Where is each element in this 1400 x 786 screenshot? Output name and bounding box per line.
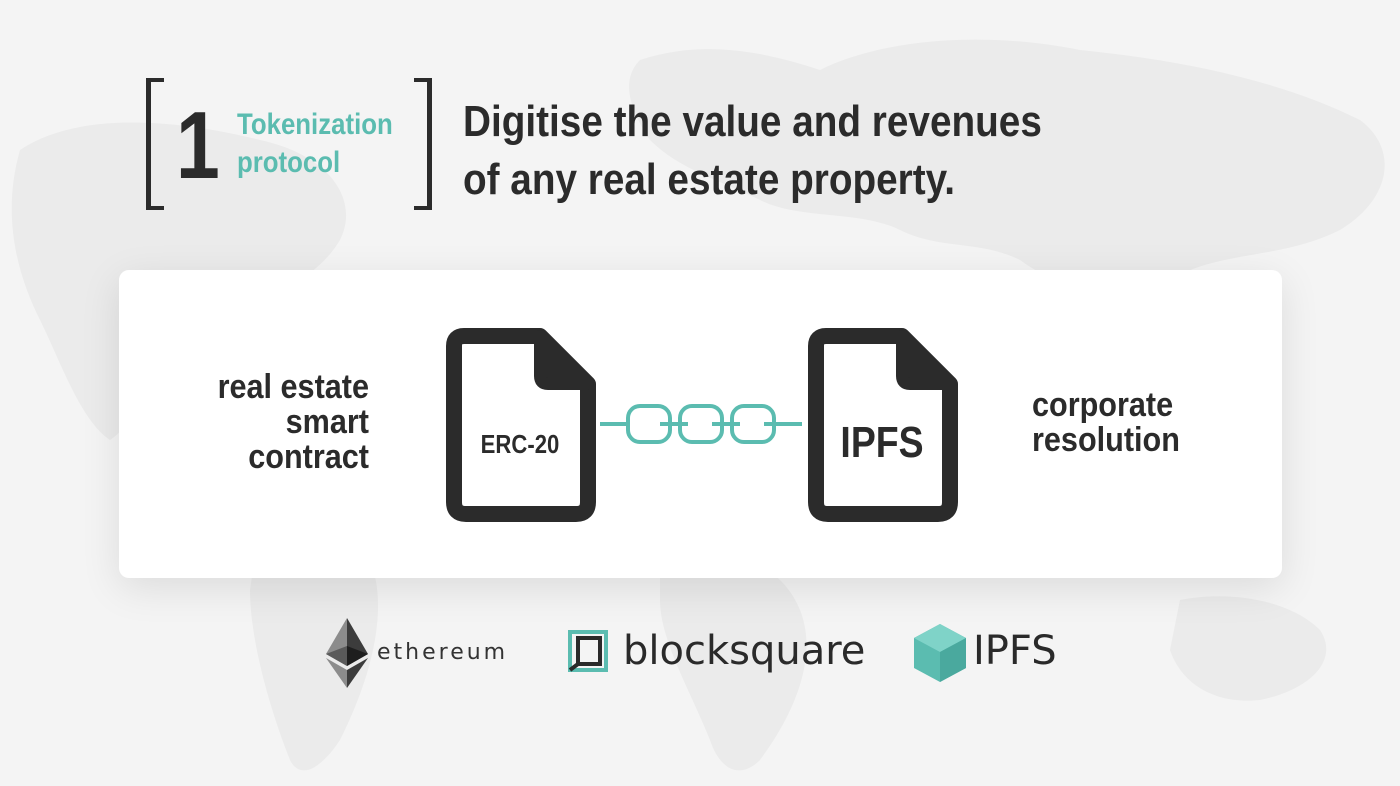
ipfs-logo-text: IPFS — [973, 628, 1057, 674]
blocksquare-logo-text: blocksquare — [623, 628, 866, 674]
right-bracket — [414, 78, 432, 210]
right-caption-line2: resolution — [1032, 421, 1180, 459]
corporate-resolution-caption: corporate resolution — [1032, 388, 1284, 458]
left-caption-line1: real estate — [217, 368, 369, 406]
ethereum-logo-text: ethereum — [377, 640, 509, 665]
left-caption-line2: smart — [285, 403, 369, 441]
smart-contract-caption: real estate smart contract — [117, 370, 369, 475]
headline: Digitise the value and revenues of any r… — [463, 93, 1042, 209]
diagram-card — [119, 270, 1282, 578]
step-label-line2: protocol — [237, 146, 341, 179]
ipfs-logo-icon — [914, 624, 966, 682]
ipfs-document-icon — [808, 328, 958, 522]
headline-line1: Digitise the value and revenues — [463, 97, 1042, 146]
chain-link-icon — [600, 404, 802, 444]
step-number: 1 — [176, 92, 220, 199]
header: 1 Tokenization protocol Digitise the val… — [0, 0, 1400, 240]
erc20-label: ERC-20 — [480, 429, 560, 459]
headline-line2: of any real estate property. — [463, 155, 956, 204]
left-caption-line3: contract — [248, 438, 369, 476]
ethereum-logo-icon — [326, 618, 368, 688]
step-label-line1: Tokenization — [237, 108, 393, 141]
blocksquare-logo-icon — [568, 630, 608, 672]
step-label: Tokenization protocol — [237, 106, 393, 182]
ipfs-doc-label: IPFS — [840, 418, 924, 467]
erc20-document-icon — [446, 328, 596, 522]
right-caption-line1: corporate — [1032, 386, 1174, 424]
left-bracket — [146, 78, 164, 210]
